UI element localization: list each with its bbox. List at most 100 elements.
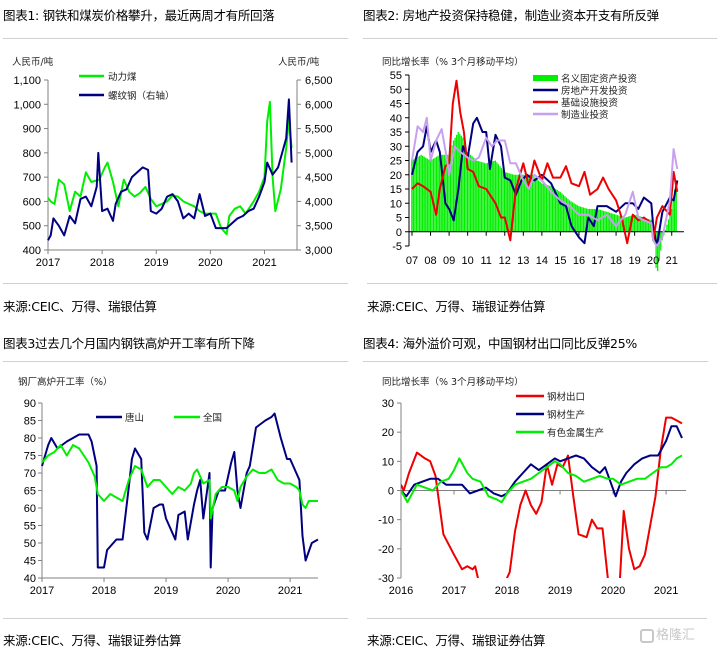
chart3-ytick-label: 80 <box>24 433 36 445</box>
chart4-xtick-label: 2017 <box>442 585 466 597</box>
chart2-ytick-label: 10 <box>390 198 402 210</box>
chart2-bar <box>524 174 526 232</box>
chart1-ytick-left-label: 1,100 <box>13 75 41 87</box>
chart2-bar <box>465 147 467 232</box>
chart2-bar <box>636 215 639 232</box>
chart2-bar <box>619 216 622 232</box>
chart2-bar <box>669 214 671 232</box>
chart2-bar <box>551 187 554 232</box>
chart2-bar <box>517 174 520 232</box>
chart2-bar <box>635 215 637 232</box>
chart2-bar <box>547 185 549 232</box>
chart2-bar <box>493 160 495 232</box>
chart2-bar <box>581 207 583 232</box>
chart2-bar <box>494 160 496 232</box>
chart2-bar <box>466 151 469 232</box>
chart4-xtick-label: 2019 <box>548 585 572 597</box>
chart2-ytick-label: 25 <box>390 156 402 168</box>
chart2-xtick-label: 21 <box>666 255 678 267</box>
chart3-xtick-label: 2021 <box>278 585 302 597</box>
chart2-bar <box>562 194 565 232</box>
chart4-legend-label: 有色金属生产 <box>547 427 604 439</box>
chart3-legend-label: 全国 <box>203 412 222 424</box>
chart2-xtick-label: 19 <box>628 255 640 267</box>
chart2-bar <box>463 142 466 232</box>
chart3-ytick-label: 75 <box>24 451 36 463</box>
chart2-bar <box>483 162 486 232</box>
chart2: 同比增长率（% 3个月移动平均）5550454035302520151050-5… <box>382 56 684 272</box>
chart4-ylabel: 同比增长率（% 3个月移动平均） <box>382 376 524 388</box>
chart2-bar <box>530 174 532 232</box>
chart2-bar <box>657 231 659 272</box>
chart1-xtick-label: 2018 <box>90 257 114 269</box>
chart2-bar <box>533 176 535 232</box>
chart2-ytick-label: 55 <box>390 70 402 82</box>
chart2-bar <box>528 174 530 232</box>
chart3-ytick-label: 55 <box>24 521 36 533</box>
chart2-bar <box>539 181 541 232</box>
chart2-bar <box>497 164 500 232</box>
chart3-series-tangshan-line <box>41 412 319 569</box>
chart2-bar <box>508 173 510 232</box>
chart2-bar <box>541 183 543 232</box>
watermark-text: 格隆汇 <box>656 628 696 643</box>
chart2-bar <box>486 162 489 232</box>
chart1-ylabel-left: 人民币/吨 <box>12 56 54 68</box>
chart2-bar <box>545 184 547 232</box>
chart1-source-rule <box>3 283 348 284</box>
chart2-bar <box>554 189 557 232</box>
chart3-ytick-label: 65 <box>24 486 36 498</box>
chart2-xtick-label: 10 <box>462 255 474 267</box>
gelonghui-logo-icon <box>640 628 654 643</box>
chart2-bar <box>615 214 617 232</box>
chart3-source: 来源:CEIC、万得、瑞银证券估算 <box>3 633 182 648</box>
chart2-bar <box>644 217 646 232</box>
chart2-bar <box>647 218 650 232</box>
chart4-ytick-label: 20 <box>382 427 394 439</box>
chart2-bar <box>479 161 481 232</box>
chart2-source-rule <box>367 283 717 284</box>
chart4-legend-label: 钢材生产 <box>547 409 585 421</box>
chart2-ytick-label: 35 <box>390 127 402 139</box>
chart2-xtick-label: 20 <box>647 255 659 267</box>
chart2-bar <box>604 211 606 232</box>
chart2-bar <box>610 213 612 232</box>
chart4-source: 来源:CEIC、万得、瑞银证券估算 <box>367 633 546 648</box>
chart2-xtick-label: 12 <box>499 255 511 267</box>
chart4-ytick-label: 10 <box>382 456 394 468</box>
chart2-bar <box>473 157 475 232</box>
chart2-bar <box>471 156 473 232</box>
chart2-bar <box>440 154 442 232</box>
chart2-bar <box>565 197 568 232</box>
chart2-bar <box>488 162 490 232</box>
chart4-source-rule <box>367 618 707 619</box>
chart1-ytick-left-label: 400 <box>23 245 41 257</box>
chart2-bar <box>448 154 450 232</box>
chart2-bar <box>499 166 501 232</box>
chart2-bar <box>674 189 676 232</box>
chart2-bar <box>525 174 527 232</box>
chart1-xtick-label: 2021 <box>252 257 276 269</box>
chart2-xtick-label: 07 <box>406 255 418 267</box>
chart2-bar <box>558 190 560 232</box>
chart2-ytick-label: 30 <box>390 141 402 153</box>
chart1-source: 来源:CEIC、万得、瑞银估算 <box>3 299 157 314</box>
chart1-ytick-left-label: 800 <box>23 148 41 160</box>
chart2-legend-label: 基础设施投资 <box>561 97 619 109</box>
chart2-bar <box>474 159 476 232</box>
chart4-title: 图表4: 海外溢价可观，中国钢材出口同比反弹25% <box>363 336 637 351</box>
chart2-bar <box>585 208 588 232</box>
chart2-bar <box>666 224 668 232</box>
chart1-series-coal-line <box>47 100 293 236</box>
chart2-bar <box>482 162 484 232</box>
chart2-bar <box>434 157 436 232</box>
chart1-legend-label: 动力煤 <box>108 71 137 83</box>
chart2-bar <box>544 184 546 232</box>
chart1: 人民币/吨 人民币/吨 1,100 1,000 900 800 700 600 500 400 6,… <box>12 56 333 269</box>
chart2-ytick-label: 40 <box>390 113 402 125</box>
chart4-xtick-label: 2021 <box>654 585 678 597</box>
chart2-bar <box>599 209 602 232</box>
chart2-bar <box>641 217 643 232</box>
chart4-ytick-label: 0 <box>388 486 394 498</box>
